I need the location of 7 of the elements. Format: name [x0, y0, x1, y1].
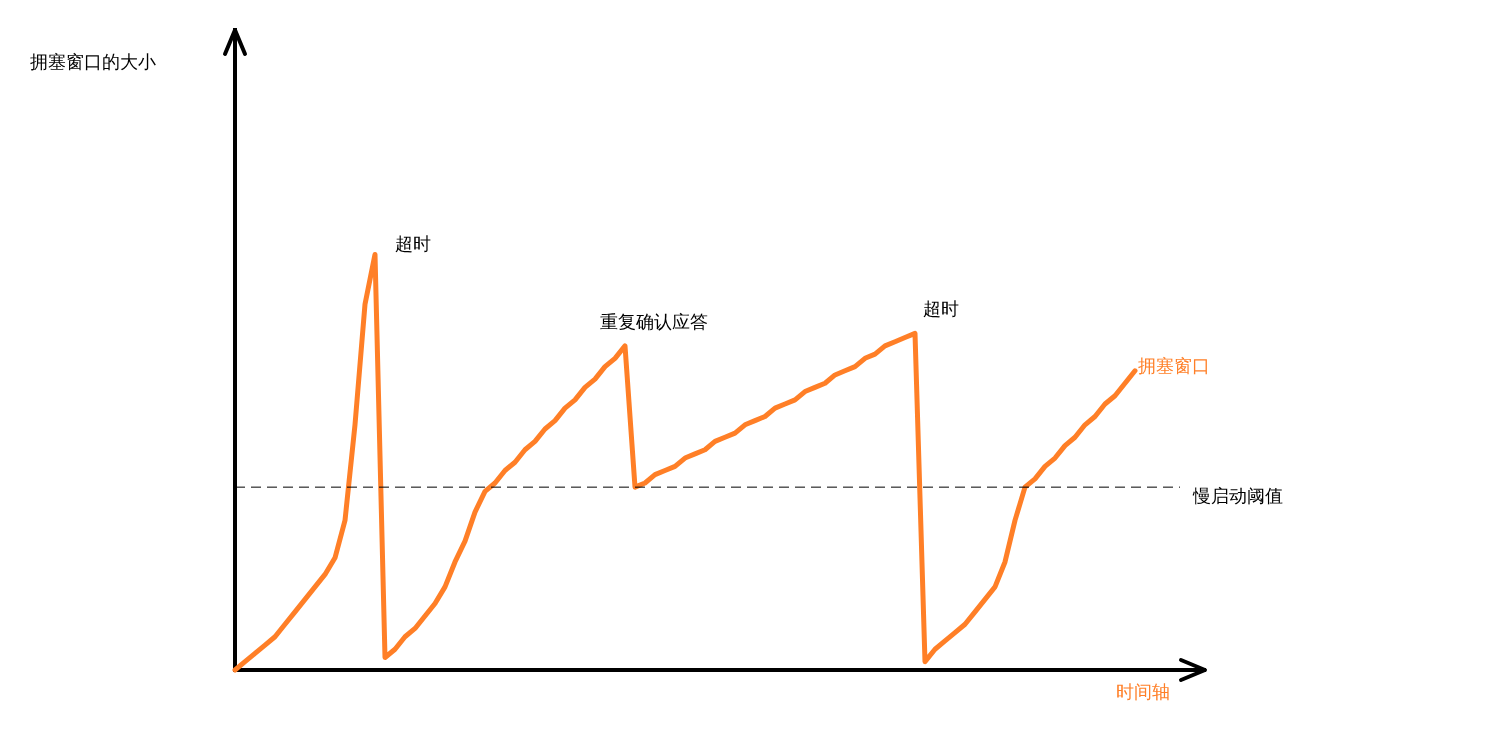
text: 拥塞窗口的大小: [30, 50, 156, 72]
x-axis-title: 时间轴: [1116, 680, 1170, 702]
annotation: 超时: [923, 298, 959, 320]
annotation: 重复确认应答: [600, 310, 708, 332]
ref-line-label: 慢启动阈值: [1192, 484, 1283, 506]
text: 超时: [395, 233, 431, 255]
series-label: 拥塞窗口: [1138, 355, 1210, 377]
